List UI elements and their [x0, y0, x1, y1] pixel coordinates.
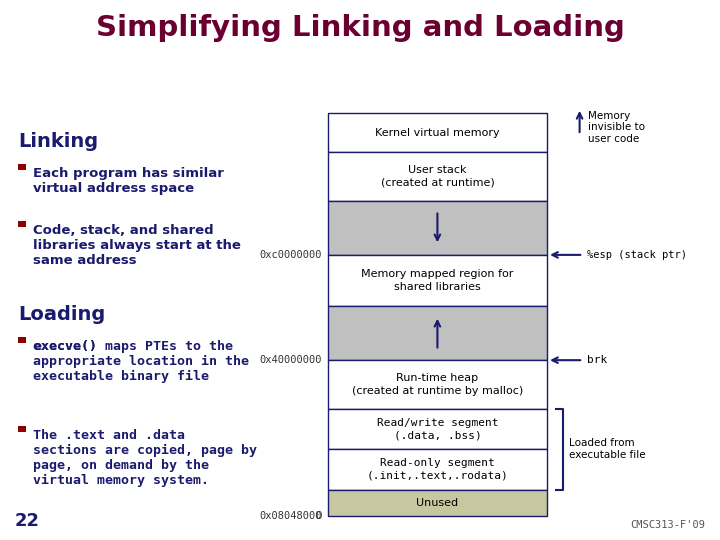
- Text: %esp (stack ptr): %esp (stack ptr): [587, 250, 687, 260]
- Bar: [18, 164, 26, 171]
- Text: Run-time heap
(created at runtime by malloc): Run-time heap (created at runtime by mal…: [352, 373, 523, 396]
- Bar: [328, 409, 547, 449]
- Bar: [328, 306, 547, 360]
- Bar: [328, 449, 547, 490]
- Bar: [18, 427, 26, 432]
- Text: Loaded from
executable file: Loaded from executable file: [569, 438, 645, 460]
- Text: Simplifying Linking and Loading: Simplifying Linking and Loading: [96, 14, 624, 42]
- Text: Each program has similar
virtual address space: Each program has similar virtual address…: [33, 167, 224, 195]
- Bar: [328, 113, 547, 152]
- Bar: [328, 490, 547, 516]
- Text: execve() maps PTEs to the
appropriate location in the
executable binary file: execve() maps PTEs to the appropriate lo…: [33, 340, 249, 383]
- Text: CMSC313-F'09: CMSC313-F'09: [631, 520, 706, 530]
- Text: Loading: Loading: [18, 305, 105, 324]
- Text: Memory mapped region for
shared libraries: Memory mapped region for shared librarie…: [361, 269, 513, 292]
- Bar: [18, 337, 26, 343]
- Text: 0: 0: [315, 511, 322, 521]
- Text: User stack
(created at runtime): User stack (created at runtime): [381, 165, 494, 188]
- Text: brk: brk: [587, 355, 607, 365]
- Text: The .text and .data
sections are copied, page by
page, on demand by the
virtual : The .text and .data sections are copied,…: [33, 429, 257, 488]
- Text: 22: 22: [14, 512, 40, 530]
- Text: Unused: Unused: [416, 498, 459, 508]
- Text: Memory
invisible to
user code: Memory invisible to user code: [588, 111, 645, 144]
- Text: 0xc0000000: 0xc0000000: [259, 250, 322, 260]
- Text: execve(): execve(): [33, 340, 97, 353]
- Bar: [328, 152, 547, 201]
- Text: 0x08048000: 0x08048000: [259, 511, 322, 521]
- Bar: [18, 221, 26, 227]
- Bar: [328, 201, 547, 255]
- Text: Kernel virtual memory: Kernel virtual memory: [375, 128, 500, 138]
- Text: Code, stack, and shared
libraries always start at the
same address: Code, stack, and shared libraries always…: [33, 224, 241, 267]
- Bar: [328, 255, 547, 306]
- Text: Linking: Linking: [18, 132, 98, 151]
- Text: Read-only segment
(.init,.text,.rodata): Read-only segment (.init,.text,.rodata): [366, 458, 508, 481]
- Text: 0x40000000: 0x40000000: [259, 355, 322, 365]
- Text: Read/write segment
(.data, .bss): Read/write segment (.data, .bss): [377, 418, 498, 440]
- Bar: [328, 360, 547, 409]
